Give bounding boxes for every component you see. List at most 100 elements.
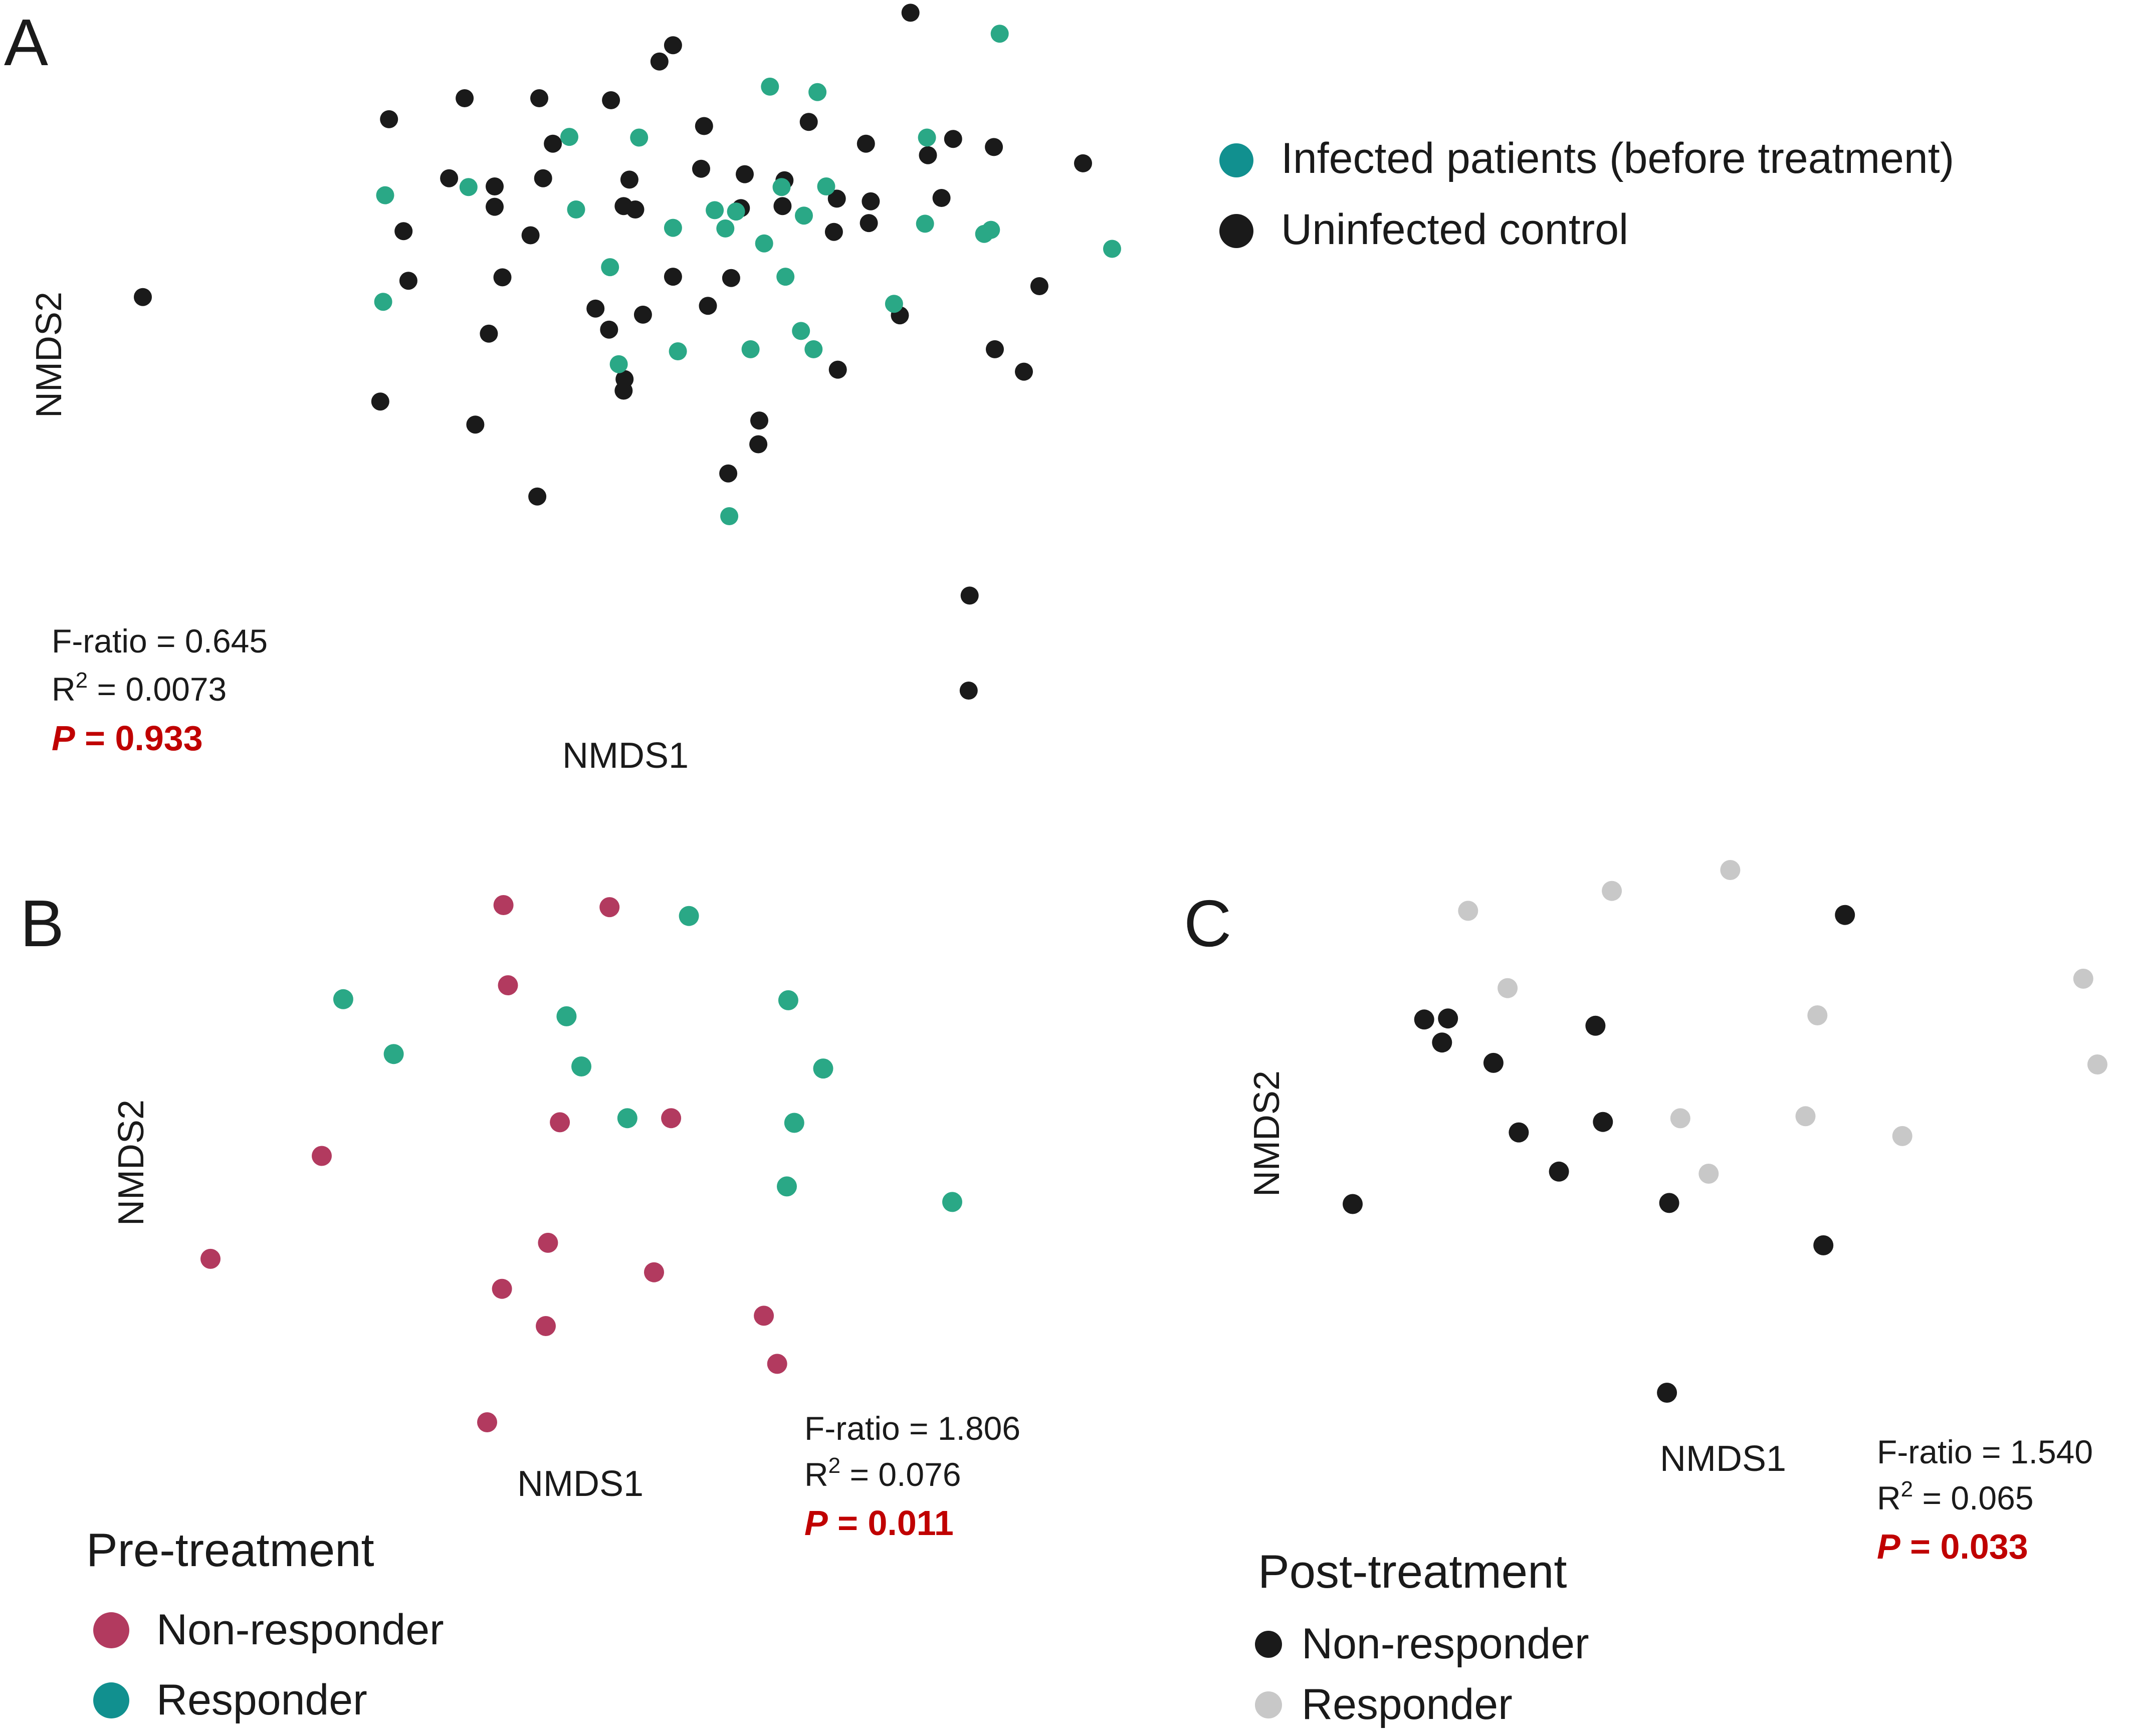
panel-a-point-infected-patients-before-treatment-24 (374, 293, 392, 311)
panel-b-point-non-responder-3 (498, 975, 518, 995)
panel-c-point-non-responder-9 (1549, 1161, 1569, 1182)
panel-a-point-uninfected-control-42 (633, 305, 652, 324)
panel-b-point-non-responder-5 (550, 1112, 570, 1133)
panel-a-point-uninfected-control-53 (466, 415, 485, 434)
legend-marker-infected (1219, 143, 1253, 177)
panel-a-point-infected-patients-before-treatment-8 (376, 186, 394, 204)
panel-a-xlabel: NMDS1 (562, 736, 689, 776)
panel-b-point-responder-9 (784, 1113, 804, 1133)
panel-a-point-uninfected-control-26 (626, 200, 645, 219)
panel-a-point-infected-patients-before-treatment-27 (741, 340, 760, 358)
panel-a-point-uninfected-control-49 (1015, 362, 1033, 381)
panel-c-point-non-responder-6 (1585, 1015, 1606, 1036)
panel-c-ylabel: NMDS2 (1247, 1070, 1287, 1197)
legend-label-non-responder-pre: Non-responder (156, 1606, 444, 1654)
panel-a-point-uninfected-control-10 (695, 117, 713, 135)
panel-a-point-uninfected-control-15 (620, 170, 638, 189)
panel-b-point-responder-3 (778, 990, 798, 1010)
panel-a-point-uninfected-control-43 (699, 297, 717, 315)
panel-c-point-non-responder-10 (1343, 1194, 1363, 1214)
panel-a-point-uninfected-control-57 (528, 487, 547, 506)
p-value-b: P = 0.011 (804, 1503, 954, 1543)
panel-a-point-uninfected-control-19 (857, 134, 875, 153)
panel-a-point-infected-patients-before-treatment-10 (817, 177, 835, 195)
legend-marker-responder-post (1255, 1691, 1282, 1718)
panel-a-letter: A (4, 6, 48, 79)
panel-a-point-uninfected-control-28 (773, 197, 792, 215)
panel-c-letter: C (1184, 887, 1231, 960)
r-squared-c: R2 = 0.065 (1877, 1477, 2034, 1516)
panel-a-point-infected-patients-before-treatment-1 (990, 25, 1009, 43)
panel-a-point-uninfected-control-35 (860, 214, 878, 233)
panel-a-point-uninfected-control-21 (985, 138, 1003, 156)
panel-a-point-uninfected-control-56 (719, 464, 738, 483)
panel-a-point-infected-patients-before-treatment-17 (716, 219, 735, 238)
panel-a-point-uninfected-control-33 (521, 226, 540, 245)
panel-a-point-infected-patients-before-treatment-6 (918, 128, 936, 147)
panel-a-point-infected-patients-before-treatment-16 (706, 201, 724, 220)
panel-a-point-uninfected-control-14 (534, 169, 552, 187)
panel-b-xlabel: NMDS1 (517, 1464, 644, 1504)
panel-b-point-responder-8 (617, 1108, 637, 1129)
legend-label-non-responder-post: Non-responder (1302, 1620, 1589, 1668)
panel-a-point-infected-patients-before-treatment-5 (630, 128, 649, 147)
panel-a-point-uninfected-control-47 (986, 340, 1004, 358)
panel-c-plot-area (1343, 860, 2107, 1403)
panel-a-point-uninfected-control-48 (828, 360, 847, 379)
panel-a-point-uninfected-control-34 (824, 223, 843, 241)
panel-b-point-non-responder-13 (767, 1354, 787, 1374)
panel-a-point-uninfected-control-20 (919, 146, 937, 164)
panel-a-point-uninfected-control-13 (440, 169, 459, 187)
panel-a-point-uninfected-control-38 (664, 268, 682, 286)
panel-a-point-uninfected-control-16 (692, 159, 710, 178)
panel-a-point-uninfected-control-4 (530, 89, 548, 107)
panel-c-point-responder-6 (2073, 968, 2093, 989)
legend-marker-uninfected (1219, 214, 1253, 248)
panel-a-point-uninfected-control-58 (960, 586, 979, 605)
panel-b-legend: Pre-treatment Non-responder Responder (86, 1524, 444, 1724)
panel-b-point-non-responder-12 (754, 1306, 774, 1326)
panel-c-point-non-responder-11 (1659, 1193, 1679, 1213)
legend-label-infected: Infected patients (before treatment) (1281, 134, 1954, 182)
panel-b-point-non-responder-7 (538, 1232, 558, 1253)
panel-a-point-infected-patients-before-treatment-15 (664, 219, 682, 237)
panel-a-point-infected-patients-before-treatment-2 (761, 77, 779, 96)
panel-c-point-responder-10 (1892, 1126, 1912, 1146)
panel-a-point-uninfected-control-55 (749, 435, 768, 454)
panel-c-stats: F-ratio = 1.540 R2 = 0.065 P = 0.033 (1877, 1433, 2093, 1566)
f-ratio-a: F-ratio = 0.645 (52, 622, 268, 660)
panel-a-point-uninfected-control-54 (750, 411, 768, 430)
p-value-a: P = 0.933 (52, 719, 203, 758)
panel-a-point-infected-patients-before-treatment-4 (560, 128, 578, 146)
panel-c-point-non-responder-3 (1438, 1008, 1458, 1029)
panel-c-point-responder-5 (1807, 1005, 1828, 1025)
panel-a-point-infected-patients-before-treatment-20 (975, 225, 993, 243)
legend-marker-non-responder-post (1255, 1631, 1282, 1658)
panel-c-point-non-responder-5 (1483, 1052, 1504, 1073)
panel-b-letter: B (20, 887, 64, 960)
panel-b-point-responder-2 (333, 989, 353, 1009)
panel-b-point-responder-11 (942, 1192, 962, 1212)
panel-c-point-responder-2 (1602, 881, 1622, 901)
panel-b: B NMDS2 NMDS1 Pre-treatment Non-responde… (20, 887, 1020, 1724)
panel-c: C NMDS2 NMDS1 Post-treatment Non-respond… (1184, 860, 2107, 1728)
legend-label-uninfected: Uninfected control (1281, 205, 1628, 254)
panel-a-legend: Infected patients (before treatment) Uni… (1219, 134, 1954, 254)
panel-b-ylabel: NMDS2 (111, 1100, 151, 1226)
panel-a-point-infected-patients-before-treatment-19 (755, 234, 773, 253)
panel-a-point-infected-patients-before-treatment-30 (609, 355, 628, 373)
panel-a-point-infected-patients-before-treatment-13 (795, 206, 813, 225)
legend-marker-responder-pre (93, 1682, 129, 1718)
panel-a-point-uninfected-control-7 (664, 36, 682, 55)
panel-b-point-responder-6 (571, 1056, 591, 1076)
panel-c-point-responder-9 (1795, 1106, 1816, 1127)
panel-a-point-uninfected-control-36 (399, 272, 417, 290)
panel-a-point-uninfected-control-40 (1030, 277, 1048, 295)
panel-a: A NMDS2 NMDS1 Infected patients (before … (4, 4, 1954, 776)
panel-b-point-non-responder-1 (493, 895, 514, 915)
panel-b-point-responder-7 (813, 1058, 833, 1079)
panel-a-point-uninfected-control-5 (602, 91, 620, 109)
legend-title-pre-treatment: Pre-treatment (86, 1524, 374, 1576)
panel-c-point-responder-1 (1720, 860, 1741, 880)
panel-a-point-uninfected-control-24 (486, 197, 504, 216)
